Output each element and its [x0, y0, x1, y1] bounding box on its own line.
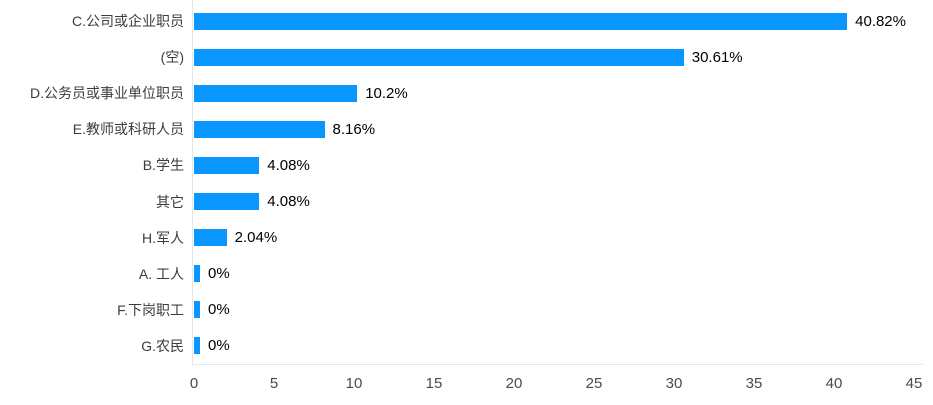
value-label: 40.82% — [855, 12, 906, 30]
bar-track: 0% — [192, 265, 915, 283]
bar[interactable] — [194, 84, 358, 102]
category-label: B.学生 — [142, 157, 184, 174]
x-axis-tick-label: 30 — [665, 375, 683, 392]
bar[interactable] — [194, 229, 227, 247]
bar-track: 2.04% — [192, 229, 915, 247]
value-label: 2.04% — [234, 229, 278, 247]
category-label: H.军人 — [142, 229, 184, 246]
x-axis-tick-label: 25 — [585, 375, 603, 392]
bar-track: 40.82% — [192, 12, 915, 30]
x-axis-tick-label: 45 — [905, 375, 923, 392]
x-axis-tick-label: 15 — [425, 375, 443, 392]
x-axis: 0 5 10 15 20 25 30 35 40 45 — [189, 364, 923, 402]
x-axis-tick-label: 0 — [189, 375, 199, 392]
bar[interactable] — [194, 337, 200, 355]
bar[interactable] — [194, 193, 260, 211]
x-axis-tick-label: 40 — [825, 375, 843, 392]
category-label: F.下岗职工 — [117, 301, 184, 318]
bar[interactable] — [194, 265, 200, 283]
bar-track: 0% — [192, 337, 915, 355]
chart-row: C.公司或企业职员 40.82% — [0, 3, 933, 39]
x-axis-tick-label: 10 — [345, 375, 363, 392]
value-label: 8.16% — [332, 120, 376, 138]
chart-row: E.教师或科研人员 8.16% — [0, 111, 933, 147]
value-label: 0% — [208, 265, 230, 283]
chart-row: H.军人 2.04% — [0, 220, 933, 256]
value-label: 0% — [208, 337, 230, 355]
chart-row: D.公务员或事业单位职员 10.2% — [0, 75, 933, 111]
bar[interactable] — [194, 301, 200, 319]
category-label: D.公务员或事业单位职员 — [30, 85, 184, 102]
value-label: 4.08% — [267, 156, 310, 174]
bar-track: 8.16% — [192, 120, 915, 138]
bar-track: 4.08% — [192, 193, 915, 211]
value-label: 30.61% — [691, 48, 743, 66]
y-axis-line — [192, 0, 193, 364]
value-label: 4.08% — [267, 193, 310, 211]
chart-plot-area: C.公司或企业职员 40.82% (空) 30.61% D.公务员或事业单位职员 10.2… — [0, 0, 933, 364]
chart-row: G.农民 0% — [0, 328, 933, 364]
chart-row: 其它 4.08% — [0, 183, 933, 219]
bar-track: 10.2% — [192, 84, 915, 102]
bar[interactable] — [194, 156, 260, 174]
bar[interactable] — [194, 48, 684, 66]
bar[interactable] — [194, 120, 325, 138]
category-label: (空) — [160, 49, 184, 66]
bar-track: 0% — [192, 301, 915, 319]
bar-track: 30.61% — [192, 48, 915, 66]
chart-row: (空) 30.61% — [0, 39, 933, 75]
chart-row: F.下岗职工 0% — [0, 292, 933, 328]
value-label: 10.2% — [365, 84, 408, 102]
bar[interactable] — [194, 12, 848, 30]
category-label: 其它 — [156, 193, 184, 210]
category-label: A. 工人 — [138, 265, 184, 282]
category-label: G.农民 — [141, 337, 184, 354]
chart-row: B.学生 4.08% — [0, 147, 933, 183]
bar-track: 4.08% — [192, 156, 915, 174]
category-label: E.教师或科研人员 — [72, 121, 184, 138]
x-axis-tick-label: 5 — [269, 375, 279, 392]
x-axis-tick-label: 20 — [505, 375, 523, 392]
chart-row: A. 工人 0% — [0, 256, 933, 292]
category-label: C.公司或企业职员 — [72, 13, 184, 30]
x-axis-tick-label: 35 — [745, 375, 763, 392]
value-label: 0% — [208, 301, 230, 319]
